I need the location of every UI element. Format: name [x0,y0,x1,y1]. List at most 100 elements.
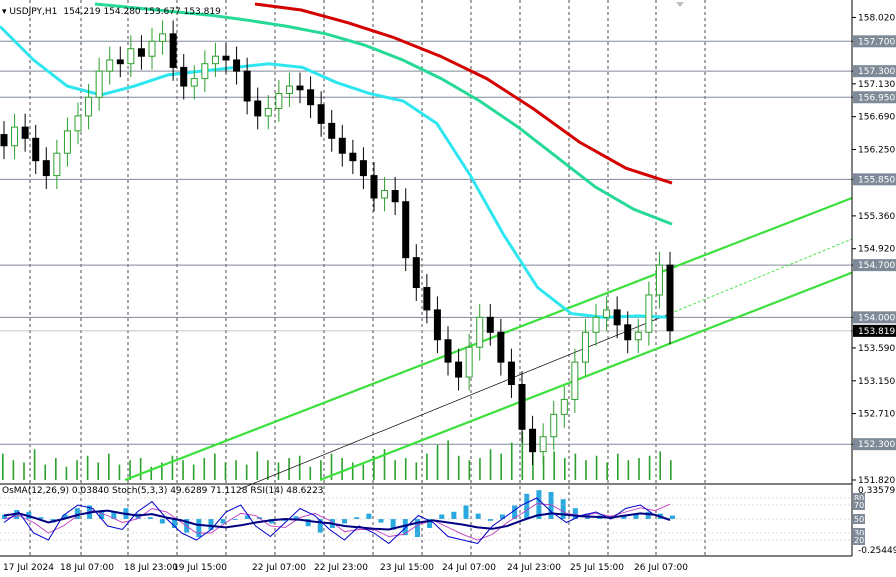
volume-bar [224,462,227,480]
candle-body [63,130,71,154]
osma-bar [172,519,178,528]
candle-body [550,413,558,438]
volume-bar [245,464,248,480]
candle-body [137,48,145,57]
price-label-text: 157.700 [858,37,895,47]
candle-body [243,70,251,102]
volume-bar [542,455,545,480]
price-label-box [853,324,896,337]
volume-bar [373,455,375,480]
candle-body [592,316,600,333]
candle-body [624,324,632,341]
time-label: 23 Jul 15:00 [380,563,434,573]
volume-bar [86,455,89,480]
candle-body [381,190,389,199]
candle-body [42,160,50,177]
osma-bar [463,505,469,519]
candle-body [359,160,367,177]
price-label-box [853,259,896,272]
price-label-box [853,173,896,186]
price-tick-label: 153.590 [858,344,895,354]
price-tick-label: 156.690 [858,113,895,123]
volume-bar [55,458,57,480]
candle-body [317,104,325,124]
osma-bar [414,519,420,537]
candle-body [655,264,663,296]
price-axis: 158.020 157.700 157.300 157.130 156.950 156.6… [851,0,896,556]
volume-bar [447,440,449,480]
volume-bar [139,458,142,480]
volume-bar [129,460,131,480]
candle-body [201,63,209,80]
shift-marker-icon[interactable] [676,2,684,7]
osma-bar [512,505,518,519]
osma-bar [305,519,311,527]
osma-bar [536,490,542,519]
candle-body [74,115,82,132]
osma-bar [524,493,530,519]
osc-level-label: 70 [854,501,864,510]
osma-bar [427,519,433,528]
candle-body [127,48,135,65]
volume-bar [108,453,110,480]
candle-body [148,40,156,57]
candle-body [666,264,674,332]
volume-bar [76,460,78,480]
osma-bar [378,519,384,523]
volume-bar [12,460,15,480]
candle-body [465,346,473,378]
osma-bar [111,511,117,519]
time-label: 26 Jul 07:00 [634,563,688,573]
volume-bar [670,460,672,480]
volume-bar [351,462,354,480]
candle-body [581,331,589,363]
volume-bar [563,458,566,480]
osc-level-box [853,500,865,510]
horizontal-levels [0,40,852,445]
candle-body [116,59,124,65]
osma-bar [244,515,250,519]
osma-bar [548,492,554,519]
osma-bar [74,508,80,519]
time-label: 18 Jul 07:00 [60,563,114,573]
candle-body [497,331,505,363]
candle-body [603,309,611,318]
price-tick-label: 154.920 [858,245,895,255]
candle-body [307,89,315,106]
candle-body [560,398,568,415]
volume-bar [521,431,524,480]
volume-bar [510,442,513,480]
indicator-min-label: -0.25449 [858,546,896,556]
candle-body [106,59,114,72]
candle-body [264,107,272,117]
volume-bar [585,460,587,480]
trend-channel [124,196,853,490]
price-label-box [853,311,896,324]
osc-level-box [853,514,865,524]
osc-level-box [853,493,865,503]
channel-upper-line [124,196,853,482]
volume-bar [457,455,460,480]
candle-body [571,361,579,400]
volume-bar [606,462,608,480]
osma-bar [439,514,445,519]
time-label: 24 Jul 23:00 [507,563,561,573]
candle-body [539,436,547,453]
price-label-text: 155.850 [858,175,895,185]
candle-body [0,134,8,147]
volume-bar [161,462,163,480]
price-tick-label: 153.150 [858,377,895,387]
candle-body [21,126,29,139]
candle-body [391,190,399,203]
price-label-box [853,438,896,451]
price-tick-label: 157.130 [858,80,895,90]
osma-bar [354,517,360,519]
osma-bar [366,513,372,519]
volume-bar [595,455,598,480]
candle-body [455,361,463,378]
stoch-main-line [3,497,671,545]
volume-bar [394,460,396,480]
